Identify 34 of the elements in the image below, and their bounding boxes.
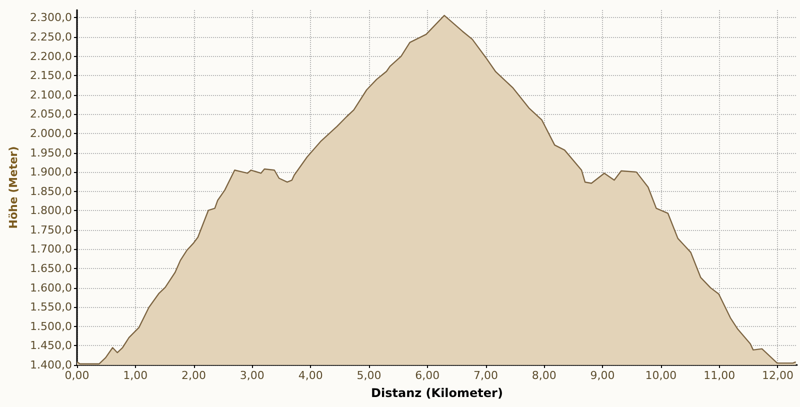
x-tick-label: 4,00 [298, 369, 323, 382]
x-tick-label: 8,00 [532, 369, 556, 382]
x-tick-label: 0,00 [64, 369, 90, 382]
x-tick-label: 7,00 [474, 369, 498, 382]
y-tick-label: 1.850,0 [30, 184, 72, 198]
y-tick-label: 2.300,0 [30, 11, 72, 24]
y-axis-title: Höhe (Meter) [7, 146, 20, 229]
y-tick-label: 2.050,0 [30, 108, 72, 121]
x-tick-label: 1,00 [123, 369, 148, 382]
x-tick-label: 10,00 [645, 369, 677, 382]
y-tick-label: 1.500,0 [30, 320, 72, 333]
x-tick-label: 6,00 [415, 369, 440, 382]
x-tick-label: 3,00 [240, 369, 264, 382]
x-tick-label: 12,00 [762, 369, 794, 382]
y-tick-label: 2.200,0 [30, 50, 72, 63]
y-tick-label: 2.100,0 [30, 88, 72, 102]
x-tick-label: 2,00 [182, 369, 206, 382]
y-tick-label: 1.600,0 [30, 281, 72, 294]
x-axis-title: Distanz (Kilometer) [371, 386, 503, 400]
y-tick-label: 1.750,0 [30, 223, 72, 236]
y-tick-label: 1.550,0 [30, 300, 72, 314]
y-tick-label: 1.800,0 [30, 204, 72, 218]
y-tick-label: 1.450,0 [30, 339, 72, 352]
x-tick-label: 5,00 [356, 369, 382, 382]
y-tick-label: 2.000,0 [30, 126, 72, 140]
y-tick-label: 1.700,0 [30, 242, 72, 256]
y-tick-label: 2.250,0 [30, 30, 72, 44]
y-tick-label: 1.650,0 [30, 262, 72, 276]
y-tick-label: 2.150,0 [30, 69, 72, 82]
x-tick-label: 9,00 [590, 369, 615, 382]
y-tick-label: 1.950,0 [30, 146, 72, 160]
x-tick-label: 11,00 [704, 369, 736, 382]
y-tick-label: 1.900,0 [30, 166, 72, 179]
y-tick-label: 1.400,0 [30, 358, 72, 372]
